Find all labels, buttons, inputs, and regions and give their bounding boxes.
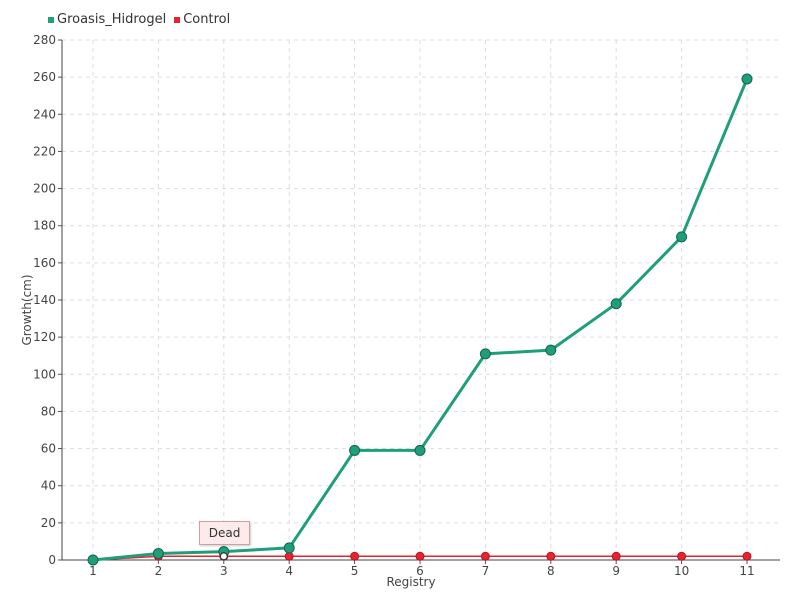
- data-point-groasis: [414, 444, 426, 456]
- data-point-groasis: [152, 548, 164, 559]
- data-point-groasis: [610, 298, 622, 310]
- legend-swatch-groasis: [48, 16, 54, 23]
- x-tick-label: 8: [547, 564, 555, 578]
- data-point-groasis: [479, 348, 491, 360]
- y-tick-label: 160: [33, 256, 56, 270]
- data-point-groasis: [283, 542, 295, 554]
- y-axis-title: Growth(cm): [20, 274, 34, 345]
- data-point-control: [742, 551, 752, 561]
- legend-item-control[interactable]: Control: [174, 12, 230, 27]
- data-point-groasis: [87, 554, 99, 566]
- x-tick-label: 11: [739, 564, 754, 578]
- data-point-control: [611, 551, 621, 561]
- data-point-groasis: [676, 231, 688, 243]
- y-tick-label: 140: [33, 293, 56, 307]
- data-point-control: [350, 551, 360, 561]
- y-tick-label: 200: [33, 182, 56, 196]
- y-tick-label: 280: [33, 33, 56, 47]
- y-tick-label: 260: [33, 70, 56, 84]
- y-tick-label: 20: [41, 516, 56, 530]
- x-tick-label: 3: [220, 564, 228, 578]
- x-axis-title: Registry: [386, 575, 435, 589]
- y-tick-label: 60: [41, 442, 56, 456]
- x-tick-label: 9: [612, 564, 620, 578]
- x-tick-label: 5: [351, 564, 359, 578]
- data-point-groasis: [741, 73, 753, 85]
- legend: Groasis_Hidrogel Control: [48, 12, 230, 27]
- x-tick-label: 4: [285, 564, 293, 578]
- annotation-marker: [219, 552, 228, 561]
- y-tick-label: 100: [33, 367, 56, 381]
- y-tick-label: 180: [33, 219, 56, 233]
- dead-tooltip: Dead: [198, 521, 251, 546]
- data-point-control: [415, 551, 425, 561]
- y-tick-label: 40: [41, 479, 56, 493]
- legend-swatch-control: [174, 16, 181, 23]
- data-point-groasis: [349, 444, 361, 456]
- legend-label-groasis: Groasis_Hidrogel: [57, 12, 167, 27]
- data-point-groasis: [545, 344, 557, 356]
- y-tick-label: 0: [48, 553, 56, 567]
- y-tick-label: 220: [33, 144, 56, 158]
- y-tick-label: 240: [33, 107, 56, 121]
- data-point-control: [677, 551, 687, 561]
- x-tick-label: 7: [482, 564, 490, 578]
- x-tick-label: 6: [416, 564, 424, 578]
- data-point-control: [546, 551, 556, 561]
- data-point-control: [284, 551, 294, 561]
- x-tick-label: 1: [89, 564, 97, 578]
- x-tick-label: 10: [674, 564, 689, 578]
- legend-item-groasis[interactable]: Groasis_Hidrogel: [48, 12, 166, 27]
- y-tick-label: 80: [41, 404, 56, 418]
- data-point-control: [480, 551, 490, 561]
- x-tick-label: 2: [155, 564, 163, 578]
- legend-label-control: Control: [183, 12, 231, 27]
- y-tick-label: 120: [33, 330, 56, 344]
